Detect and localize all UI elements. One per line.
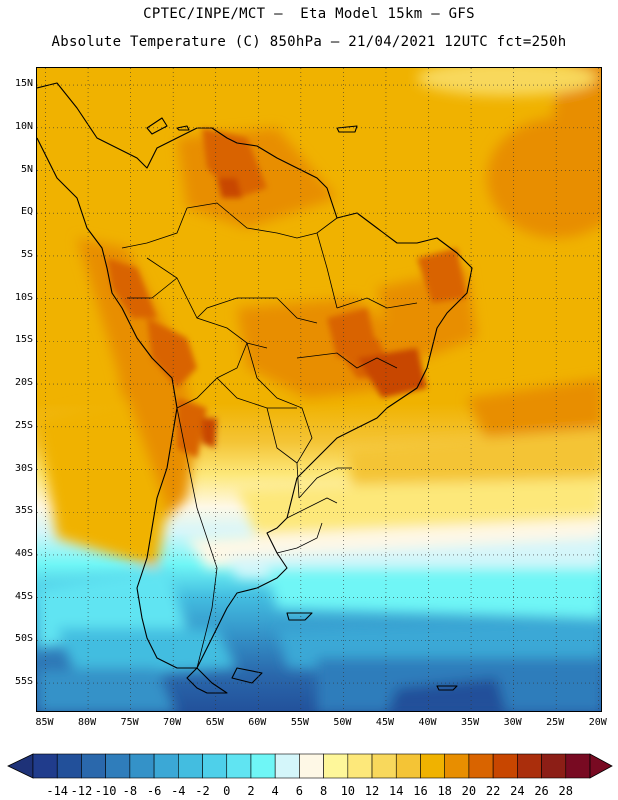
latitude-label: 5N <box>20 163 33 175</box>
chart-title: CPTEC/INPE/MCT – Eta Model 15km – GFS <box>143 6 475 22</box>
colorbar-tick-label: -14 <box>46 784 69 798</box>
colorbar-tick-label: 18 <box>437 784 452 798</box>
longitude-label: 50W <box>333 717 352 728</box>
longitude-label: 25W <box>546 717 565 728</box>
colorbar-swatch <box>517 753 542 779</box>
colorbar-swatch <box>274 753 300 779</box>
longitude-label: 65W <box>205 717 224 728</box>
colorbar-tick-label: 20 <box>461 784 477 798</box>
latitude-label: 35S <box>14 505 33 517</box>
colorbar-swatch <box>81 753 106 779</box>
colorbar-swatch <box>371 753 397 779</box>
colorbar-swatch <box>250 753 276 779</box>
colorbar-swatch <box>492 753 518 779</box>
colorbar-swatch <box>541 753 567 779</box>
colorbar-swatch <box>56 753 82 779</box>
colorbar-tick-label: 22 <box>485 784 501 798</box>
longitude-label: 80W <box>78 717 97 728</box>
latitude-label: 50S <box>14 633 33 645</box>
colorbar-swatch <box>226 753 252 779</box>
latitude-label: 10N <box>14 120 33 132</box>
latitude-label: 20S <box>14 377 33 389</box>
longitude-label: 30W <box>503 717 522 728</box>
colorbar-swatch <box>202 753 228 779</box>
colorbar-tick-label: 24 <box>510 784 525 798</box>
colorbar-tick-label: -4 <box>171 784 186 798</box>
colorbar-swatch <box>395 753 421 779</box>
colorbar-tick-label: 2 <box>247 784 255 798</box>
colorbar-tick-label: 0 <box>223 784 231 798</box>
temperature-shading <box>37 68 601 711</box>
latitude-label: 30S <box>14 462 33 474</box>
colorbar-swatch <box>468 753 494 779</box>
latitude-label: 10S <box>14 291 33 303</box>
latitude-label: 5S <box>20 248 33 260</box>
longitude-label: 75W <box>120 717 139 728</box>
colorbar-tick-label: 6 <box>295 784 304 798</box>
colorbar-tick-label: -10 <box>94 784 117 798</box>
colorbar-tick-label: 12 <box>364 784 380 798</box>
colorbar-swatch <box>565 753 591 779</box>
colorbar-tick-label: 10 <box>340 784 356 798</box>
coastline <box>37 82 473 694</box>
colorbar-swatch <box>32 753 58 779</box>
colorbar-tick-label: 28 <box>558 784 574 798</box>
latitude-label: 15S <box>14 334 33 346</box>
temperature-map <box>37 68 601 711</box>
colorbar-under-arrow <box>7 753 34 779</box>
colorbar-swatch <box>153 753 179 779</box>
colorbar-swatch <box>323 753 349 779</box>
longitude-label: 20W <box>588 717 607 728</box>
chart-subtitle: Absolute Temperature (C) 850hPa – 21/04/… <box>51 34 567 50</box>
latitude-label: 15N <box>14 78 33 90</box>
map-frame <box>36 67 602 712</box>
latitude-label: 55S <box>14 676 33 688</box>
longitude-label: 35W <box>461 717 480 728</box>
colorbar-swatch <box>105 753 131 779</box>
country-borders <box>121 202 418 669</box>
latitude-label: 45S <box>14 590 33 602</box>
longitude-label: 45W <box>375 717 394 728</box>
colorbar-swatch <box>420 753 445 779</box>
colorbar-swatch <box>178 753 203 779</box>
colorbar-swatch <box>129 753 155 779</box>
longitude-label: 60W <box>248 717 267 728</box>
colorbar-tick-label: -12 <box>70 784 93 798</box>
colorbar <box>7 753 613 779</box>
colorbar-tick-label: 16 <box>413 784 428 798</box>
colorbar-swatch <box>347 753 373 779</box>
longitude-label: 55W <box>290 717 309 728</box>
colorbar-tick-label: 26 <box>534 784 549 798</box>
colorbar-tick-label: 8 <box>319 784 328 798</box>
longitude-label: 40W <box>418 717 437 728</box>
longitude-label: 70W <box>163 717 182 728</box>
latitude-label: 40S <box>14 547 33 559</box>
latitude-label: EQ <box>20 206 33 218</box>
colorbar-tick-label: 4 <box>271 784 279 798</box>
colorbar-tick-label: -2 <box>195 784 210 798</box>
colorbar-over-arrow <box>589 753 613 779</box>
colorbar-tick-label: -6 <box>146 784 162 798</box>
longitude-label: 85W <box>35 717 54 728</box>
colorbar-tick-label: -8 <box>122 784 138 798</box>
latitude-label: 25S <box>14 419 33 431</box>
colorbar-swatch <box>299 753 324 779</box>
colorbar-tick-label: 14 <box>389 784 404 798</box>
colorbar-swatch <box>444 753 470 779</box>
temperature-hotspots <box>107 128 467 458</box>
